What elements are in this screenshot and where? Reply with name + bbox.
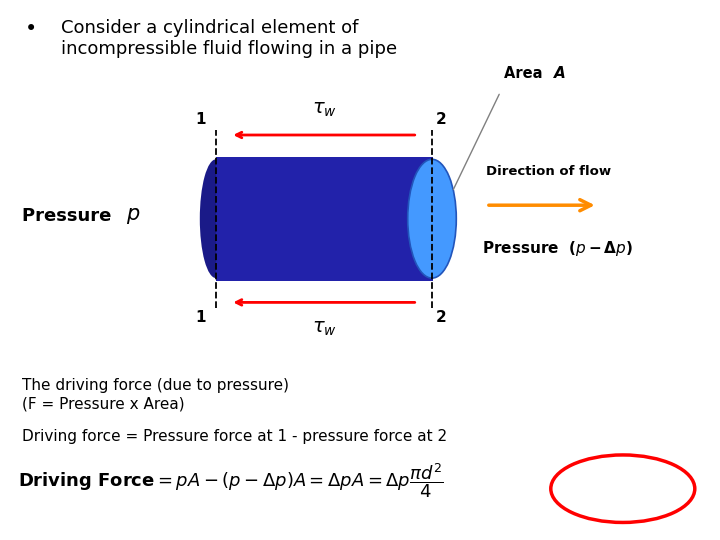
Text: Pressure  $\mathbf{(\mathit{p}-\Delta\mathit{p})}$: Pressure $\mathbf{(\mathit{p}-\Delta\mat… <box>482 239 634 258</box>
Text: $\tau_w$: $\tau_w$ <box>312 319 336 338</box>
Text: $\mathbf{Driving\ Force} = \mathbf{\mathit{p}}A - (\mathbf{\mathit{p}} - \Delta\: $\mathbf{Driving\ Force} = \mathbf{\math… <box>18 462 444 501</box>
Text: Pressure: Pressure <box>22 207 123 225</box>
Text: The driving force (due to pressure): The driving force (due to pressure) <box>22 378 289 393</box>
Bar <box>216 157 433 281</box>
Text: 2: 2 <box>436 112 446 127</box>
Text: incompressible fluid flowing in a pipe: incompressible fluid flowing in a pipe <box>61 40 397 58</box>
Text: $\tau_w$: $\tau_w$ <box>312 100 336 119</box>
Text: Direction of flow: Direction of flow <box>486 165 611 178</box>
Text: Consider a cylindrical element of: Consider a cylindrical element of <box>61 19 359 37</box>
Text: 2: 2 <box>436 310 446 326</box>
Text: $\bfit{A}$: $\bfit{A}$ <box>553 65 567 81</box>
Ellipse shape <box>408 159 456 278</box>
Text: Driving force = Pressure force at 1 - pressure force at 2: Driving force = Pressure force at 1 - pr… <box>22 429 446 444</box>
Text: Area: Area <box>504 66 553 81</box>
Text: 1: 1 <box>195 310 205 326</box>
Ellipse shape <box>200 159 232 278</box>
Text: $\mathbf{\mathit{p}}$: $\mathbf{\mathit{p}}$ <box>126 206 140 226</box>
Text: (F = Pressure x Area): (F = Pressure x Area) <box>22 397 184 412</box>
Text: 1: 1 <box>195 112 205 127</box>
Text: •: • <box>25 19 37 39</box>
Bar <box>216 159 432 278</box>
